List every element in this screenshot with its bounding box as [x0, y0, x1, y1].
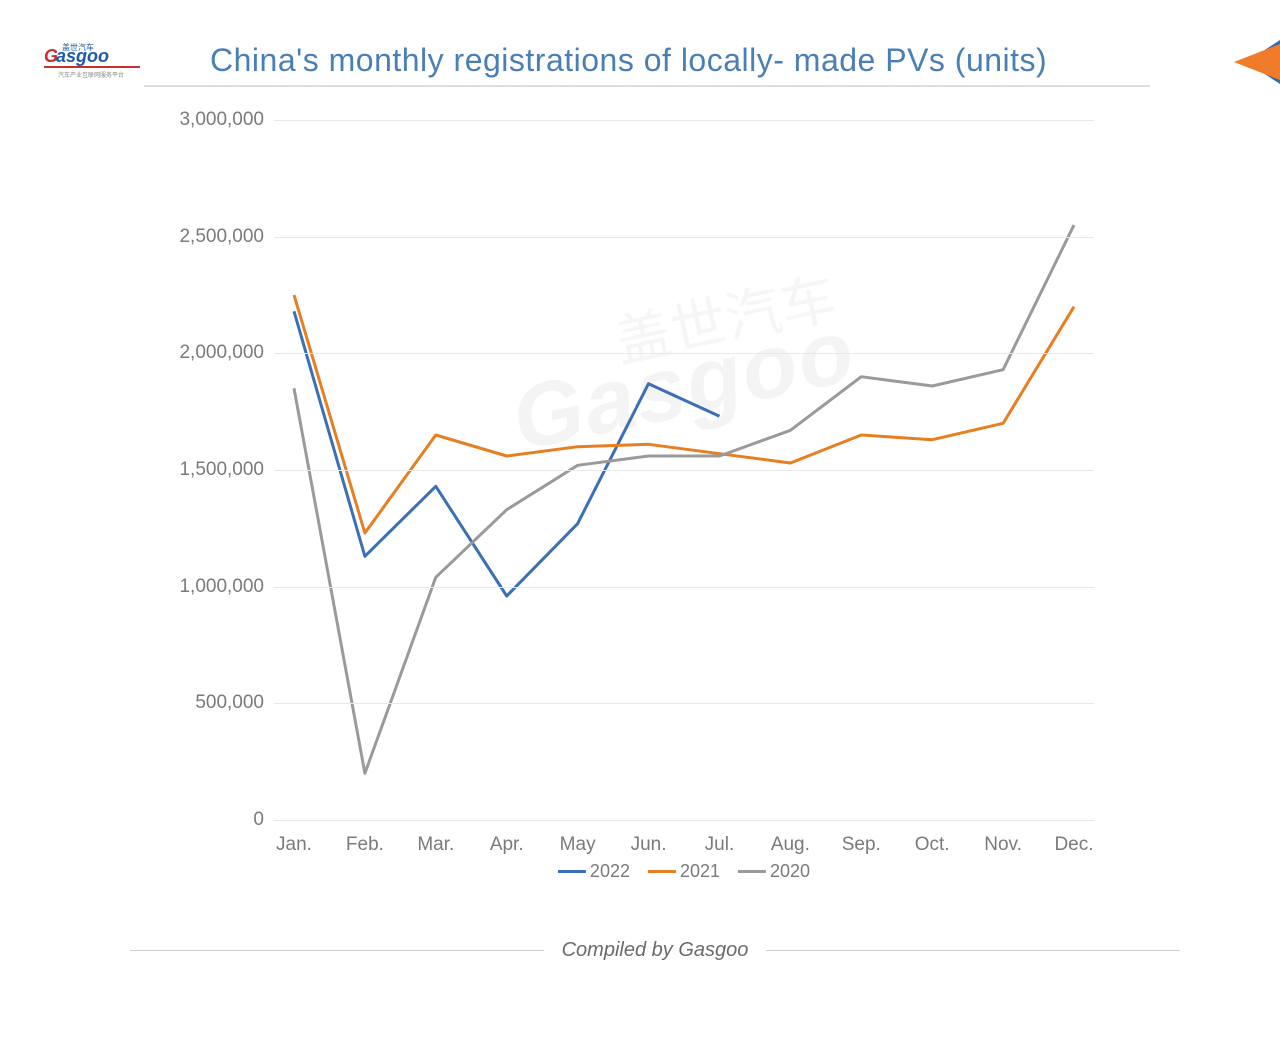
legend-label: 2020	[770, 861, 810, 882]
svg-text:汽车产业互联网服务平台: 汽车产业互联网服务平台	[58, 71, 124, 79]
y-axis-label: 2,500,000	[164, 226, 264, 248]
nav-arrow-icon[interactable]	[1228, 40, 1280, 84]
legend-item-2021: 2021	[648, 861, 720, 882]
gridline	[274, 237, 1094, 238]
x-axis-label: Mar.	[417, 834, 454, 856]
y-axis-label: 1,000,000	[164, 576, 264, 598]
y-axis-label: 0	[164, 809, 264, 831]
chart-container: 盖世汽车 Gasgoo 0500,0001,000,0001,500,0002,…	[164, 100, 1094, 880]
x-axis-label: Aug.	[771, 834, 810, 856]
y-axis-label: 1,500,000	[164, 459, 264, 481]
x-axis-label: Jul.	[705, 834, 735, 856]
legend-label: 2022	[590, 861, 630, 882]
x-axis-label: Feb.	[346, 834, 384, 856]
x-axis-label: Oct.	[915, 834, 950, 856]
legend-swatch	[558, 870, 586, 873]
legend-label: 2021	[680, 861, 720, 882]
title-underline	[144, 85, 1150, 87]
gasgoo-logo: G asgoo 盖世汽车 汽车产业互联网服务平台	[44, 40, 144, 80]
x-axis-label: Dec.	[1054, 834, 1093, 856]
header: G asgoo 盖世汽车 汽车产业互联网服务平台 China's monthly…	[0, 40, 1280, 90]
x-axis-label: Jun.	[631, 834, 667, 856]
legend-swatch	[738, 870, 766, 873]
footer: Compiled by Gasgoo	[130, 939, 1180, 962]
y-axis-label: 500,000	[164, 692, 264, 714]
y-axis-label: 2,000,000	[164, 342, 264, 364]
footer-line-right	[766, 950, 1180, 952]
series-line-2021	[294, 295, 1074, 533]
gridline	[274, 820, 1094, 821]
legend-item-2022: 2022	[558, 861, 630, 882]
x-axis-label: May	[560, 834, 596, 856]
chart-title: China's monthly registrations of locally…	[210, 42, 1047, 79]
legend: 2022 2021 2020	[558, 861, 810, 882]
x-axis-label: Apr.	[490, 834, 524, 856]
gridline	[274, 120, 1094, 121]
plot-area: 盖世汽车 Gasgoo 0500,0001,000,0001,500,0002,…	[274, 120, 1094, 820]
x-axis-label: Sep.	[842, 834, 881, 856]
legend-item-2020: 2020	[738, 861, 810, 882]
footer-line-left	[130, 950, 544, 952]
x-axis-label: Nov.	[984, 834, 1022, 856]
legend-swatch	[648, 870, 676, 873]
svg-text:盖世汽车: 盖世汽车	[62, 42, 94, 52]
gridline	[274, 353, 1094, 354]
x-axis-label: Jan.	[276, 834, 312, 856]
y-axis-label: 3,000,000	[164, 109, 264, 131]
gridline	[274, 703, 1094, 704]
gridline	[274, 587, 1094, 588]
series-line-2020	[294, 225, 1074, 773]
gridline	[274, 470, 1094, 471]
footer-text: Compiled by Gasgoo	[544, 939, 767, 962]
